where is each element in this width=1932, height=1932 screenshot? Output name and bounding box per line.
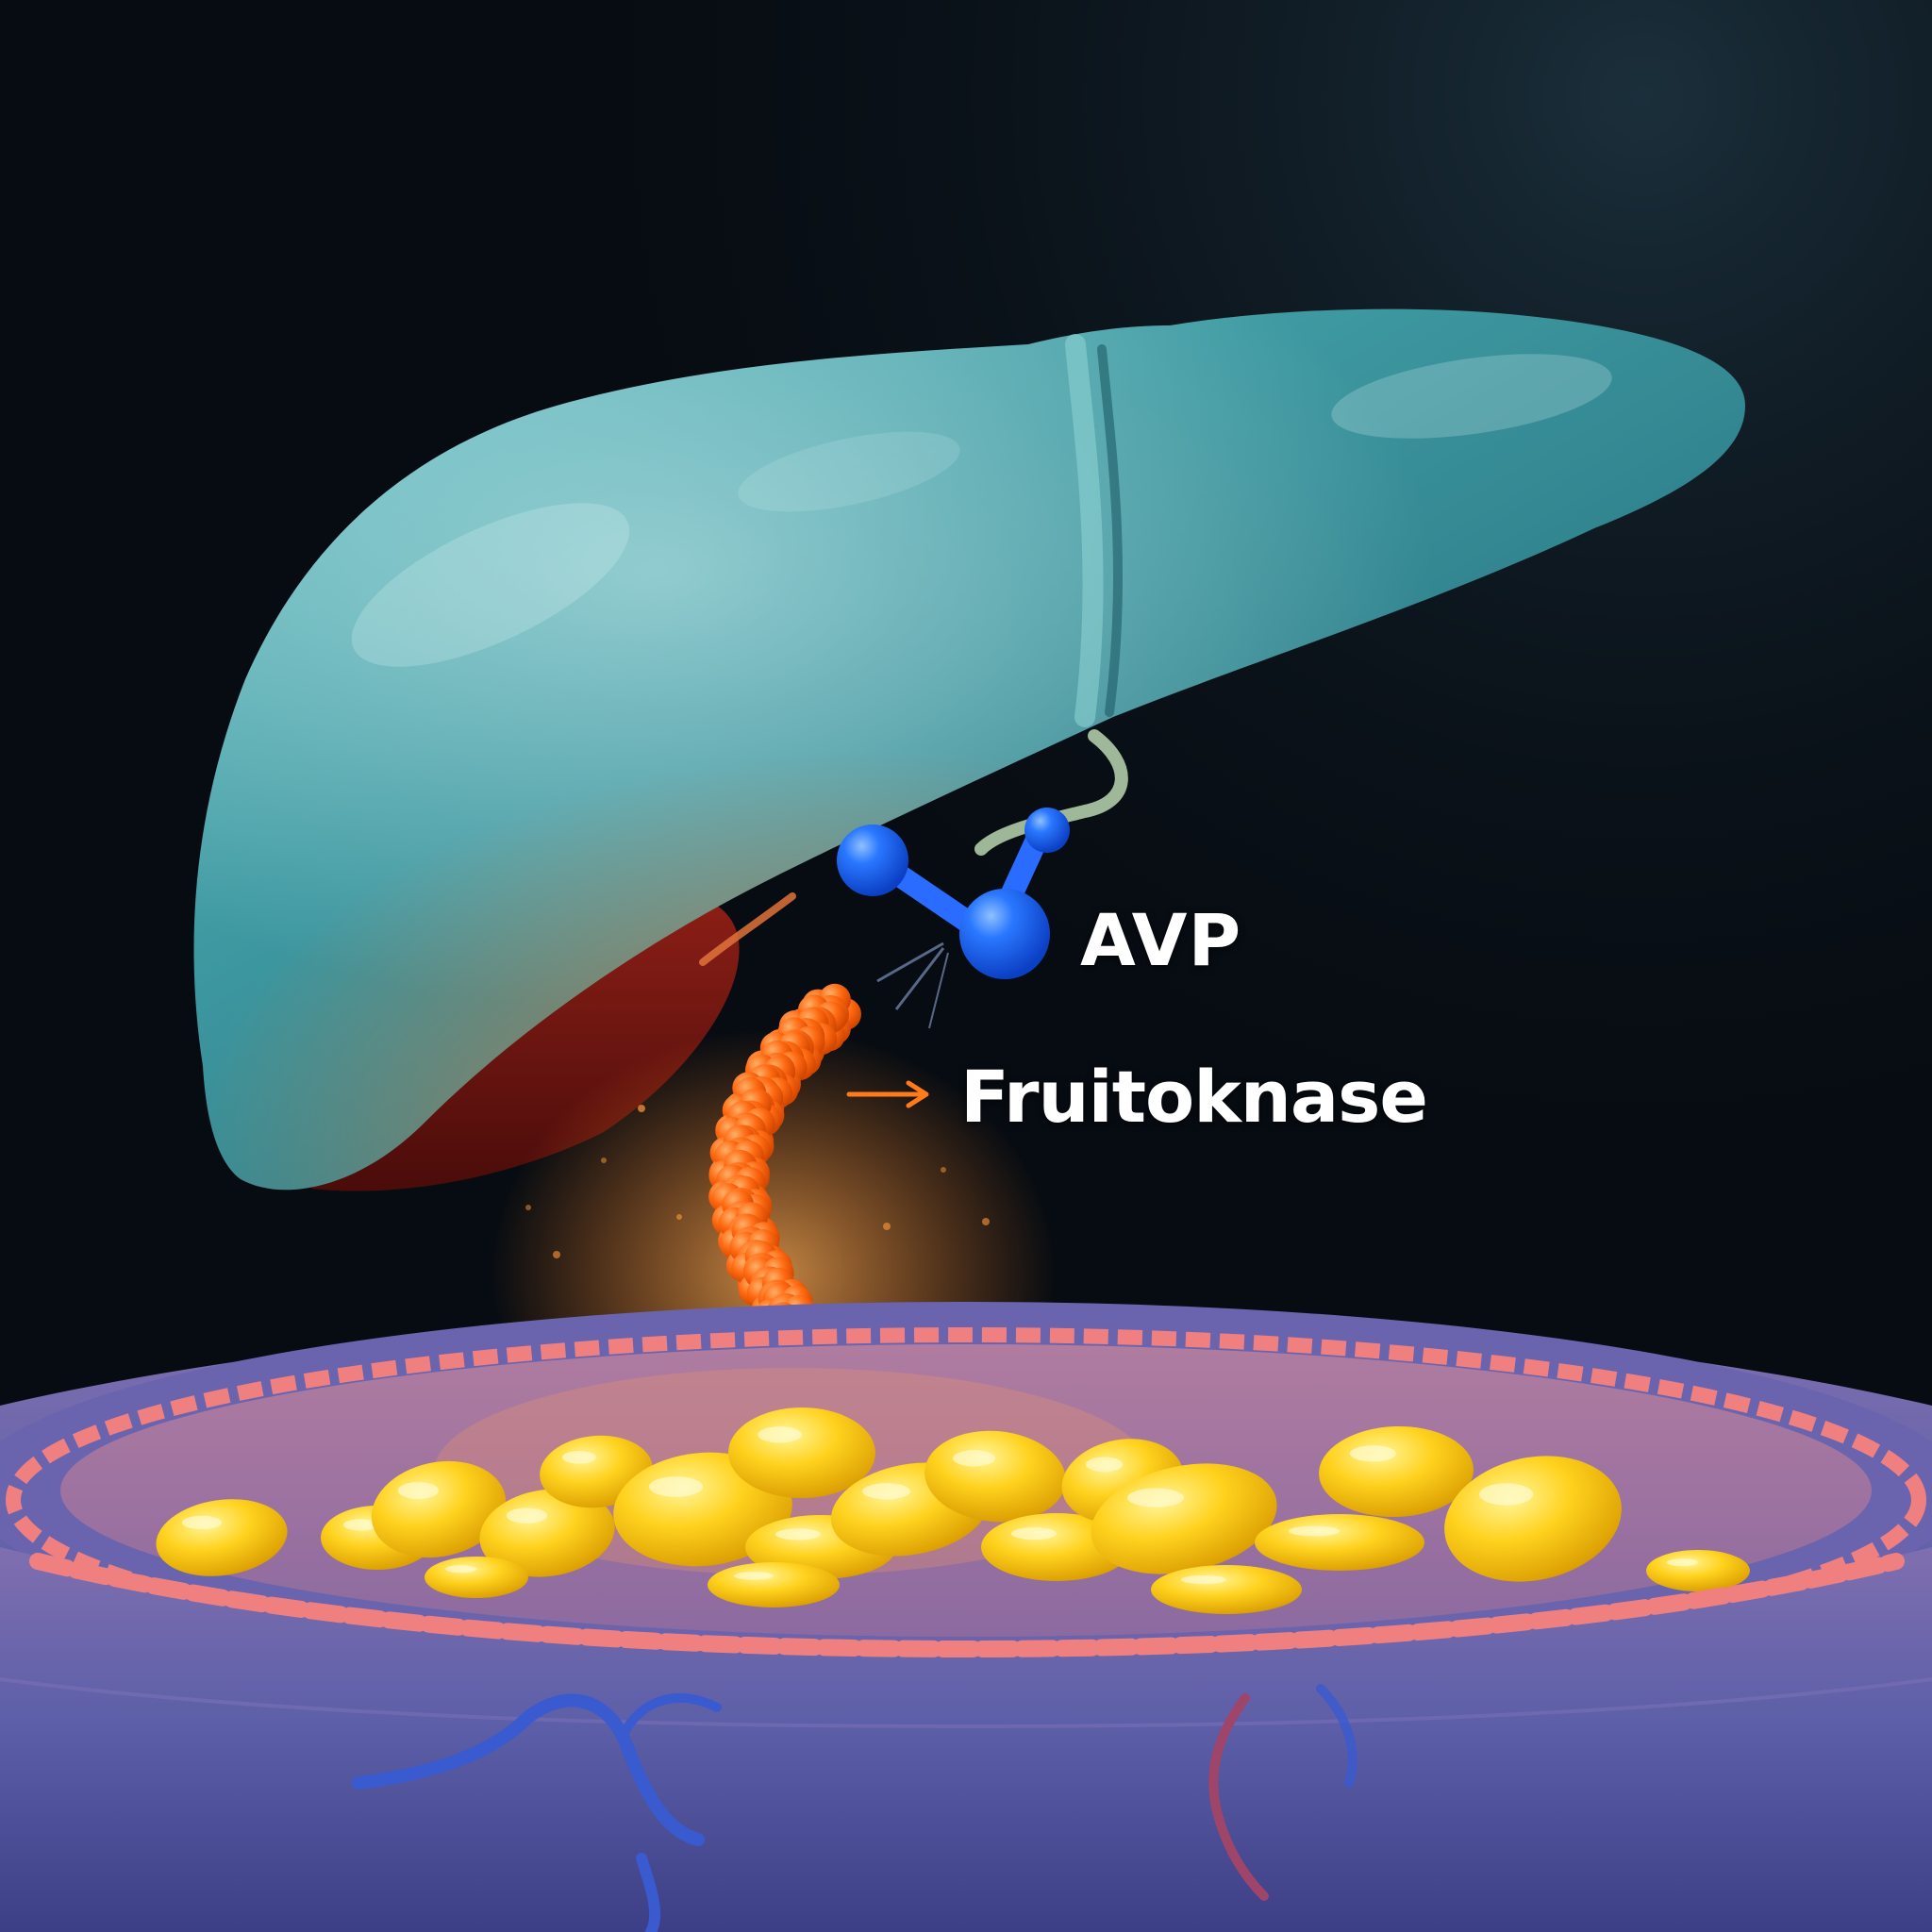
droplet-highlight	[397, 1482, 439, 1499]
droplet-highlight	[1289, 1525, 1340, 1537]
liver-highlight	[1331, 354, 1612, 439]
avp-molecule	[837, 808, 1070, 979]
cell-front-wall	[0, 1547, 1932, 1932]
droplet-highlight	[1181, 1574, 1226, 1585]
molecule-atom	[959, 889, 1050, 979]
droplet-highlight	[506, 1507, 548, 1524]
fat-droplets	[156, 1407, 1750, 1614]
liver-duct	[699, 892, 796, 966]
droplet-highlight	[1086, 1457, 1123, 1473]
liver-highlight	[738, 431, 960, 512]
liver-warm-light	[193, 308, 1745, 1191]
droplet-highlight	[182, 1515, 222, 1530]
cell-front-membrane	[29, 1553, 1905, 1658]
droplet-highlight	[953, 1450, 995, 1467]
droplet-highlight	[1127, 1488, 1184, 1507]
droplet-highlight	[862, 1483, 910, 1500]
vein	[618, 1693, 722, 1740]
droplet-highlight	[445, 1565, 476, 1574]
fat-droplet	[708, 1562, 840, 1607]
droplet-highlight	[775, 1528, 821, 1541]
droplet-highlight	[1667, 1558, 1698, 1567]
vein	[352, 1693, 705, 1846]
avp-label: AVP	[1080, 898, 1242, 982]
fat-droplet	[425, 1557, 528, 1598]
droplet-highlight	[758, 1426, 802, 1443]
droplet-highlight	[1011, 1527, 1057, 1541]
droplet-highlight	[649, 1476, 703, 1497]
fat-droplet	[1151, 1565, 1302, 1614]
arrow-right-icon	[846, 1080, 929, 1108]
cell-with-fat-droplets	[0, 1302, 1932, 1932]
enzyme-label: Fruitoknase	[960, 1055, 1428, 1139]
cell-wall-texture	[0, 1677, 1932, 1729]
vein	[1316, 1684, 1357, 1788]
vein	[636, 1853, 661, 1932]
liver-lobe-groove	[1065, 334, 1104, 727]
droplet-highlight	[343, 1519, 377, 1531]
particles	[525, 1105, 990, 1258]
droplet-highlight	[1349, 1445, 1396, 1462]
liver-organ-illustration	[193, 308, 1745, 1191]
droplet-highlight	[1479, 1483, 1533, 1506]
liver-highlight	[351, 503, 630, 667]
liver-lobe-groove-shadow	[1097, 344, 1124, 717]
droplet-highlight	[562, 1450, 596, 1464]
fat-droplet	[1646, 1550, 1750, 1591]
molecule-atom	[1024, 808, 1070, 853]
fat-droplet	[1255, 1514, 1424, 1571]
liver-duct	[974, 729, 1128, 856]
vein	[1208, 1693, 1269, 1901]
droplet-highlight	[734, 1572, 774, 1580]
molecule-rays	[876, 941, 949, 1029]
molecule-atom	[837, 824, 908, 896]
